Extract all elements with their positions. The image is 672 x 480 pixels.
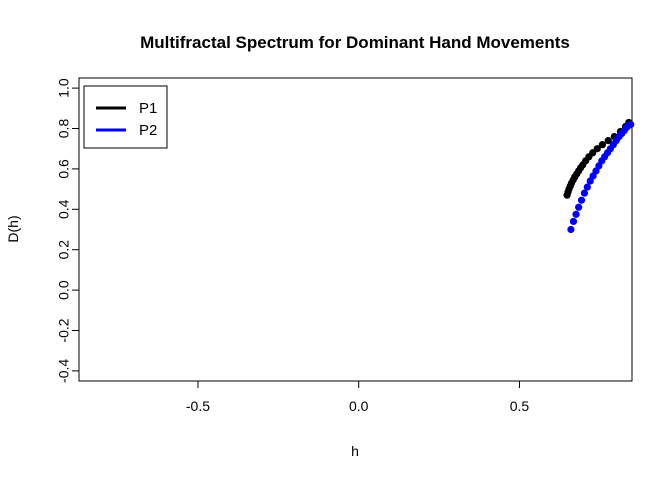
y-tick-label: -0.2 bbox=[56, 318, 72, 342]
data-point-p2 bbox=[627, 120, 635, 129]
y-tick-label: 0.2 bbox=[56, 240, 72, 260]
data-point-p2 bbox=[572, 210, 580, 218]
data-point-p2 bbox=[577, 196, 586, 204]
x-tick-label: 0.0 bbox=[349, 398, 369, 414]
data-point-p2 bbox=[569, 217, 578, 226]
x-axis: -0.5 0.0 0.5 bbox=[186, 381, 530, 414]
y-axis-label: D(h) bbox=[5, 215, 21, 242]
y-tick-label: 1.0 bbox=[56, 78, 72, 98]
y-tick-label: 0.0 bbox=[56, 280, 72, 300]
data-point-p1 bbox=[598, 141, 607, 149]
data-point-p1 bbox=[593, 145, 601, 153]
plot-box bbox=[78, 77, 633, 382]
y-tick-label: 0.8 bbox=[56, 119, 72, 139]
x-tick-label: 0.5 bbox=[510, 398, 530, 414]
series-p2 bbox=[567, 120, 635, 234]
legend-label-p1: P1 bbox=[139, 100, 157, 117]
y-tick-label: 0.4 bbox=[56, 199, 72, 219]
data-point-p2 bbox=[575, 203, 583, 211]
data-point-p2 bbox=[567, 225, 575, 234]
y-tick-label: -0.4 bbox=[56, 359, 72, 383]
legend: P1 P2 bbox=[83, 85, 168, 149]
x-tick-label: -0.5 bbox=[186, 398, 210, 414]
y-tick-label: 0.6 bbox=[56, 159, 72, 179]
legend-label-p2: P2 bbox=[139, 122, 157, 139]
data-points bbox=[563, 118, 635, 234]
x-axis-label: h bbox=[351, 443, 359, 459]
data-point-p2 bbox=[580, 189, 589, 197]
data-point-p2 bbox=[583, 183, 591, 191]
legend-box bbox=[83, 85, 168, 149]
chart-title: Multifractal Spectrum for Dominant Hand … bbox=[140, 33, 570, 52]
data-point-p1 bbox=[604, 137, 612, 145]
y-axis: -0.4 -0.2 0.0 0.2 0.4 0.6 0.8 1.0 bbox=[56, 78, 79, 383]
